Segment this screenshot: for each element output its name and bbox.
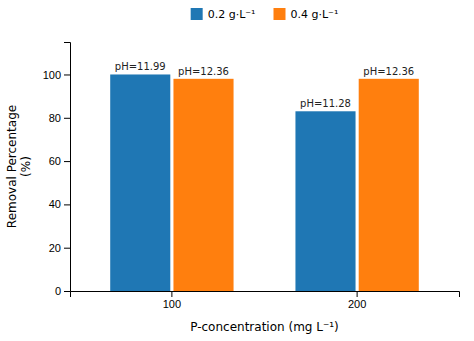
bar	[110, 74, 170, 291]
bar	[173, 79, 233, 291]
y-label-line: (%)	[19, 156, 33, 177]
bar	[295, 111, 355, 291]
legend-item: 0.4 g·L⁻¹	[274, 8, 339, 21]
legend: 0.2 g·L⁻¹ 0.4 g·L⁻¹	[191, 8, 339, 21]
tick-mark	[357, 291, 358, 297]
y-axis: 0 20 40 60 80 100	[43, 43, 71, 298]
bars	[110, 74, 419, 291]
tick-mark	[64, 204, 70, 205]
y-label: Removal Percentage(%)	[5, 105, 33, 228]
y-label-line: Removal Percentage	[5, 105, 19, 228]
tick-label: 80	[49, 112, 61, 124]
tick-mark	[64, 161, 70, 162]
tick: 100	[163, 291, 181, 310]
tick-label: 100	[163, 298, 181, 310]
annotation: pH=11.99	[115, 61, 166, 72]
tick: 200	[348, 291, 366, 310]
tick-label: 40	[49, 198, 61, 210]
tick-label: 200	[348, 298, 366, 310]
tick: 20	[49, 242, 70, 254]
tick: 0	[55, 285, 70, 297]
tick: 80	[49, 112, 70, 124]
tick: 60	[49, 155, 70, 167]
tick-mark	[64, 248, 70, 249]
tick: 100	[43, 68, 70, 80]
x-label: P-concentration (mg L⁻¹)	[190, 320, 339, 334]
tick-mark	[64, 291, 70, 292]
tick-label: 60	[49, 155, 61, 167]
legend-label: 0.4 g·L⁻¹	[291, 8, 339, 21]
tick-label: 20	[49, 242, 61, 254]
annotations: pH=11.99 pH=11.28 pH=12.36 pH=12.36	[115, 61, 414, 109]
bar	[359, 79, 419, 291]
axis-domain	[71, 292, 460, 298]
annotation: pH=12.36	[178, 66, 229, 77]
tick: 40	[49, 198, 70, 210]
tick-mark	[171, 291, 172, 297]
axis-domain	[64, 43, 71, 292]
tick-mark	[64, 74, 70, 75]
legend-swatch	[191, 8, 203, 20]
legend-swatch	[274, 8, 286, 20]
legend-label: 0.2 g·L⁻¹	[208, 8, 256, 21]
tick-mark	[64, 118, 70, 119]
annotation: pH=12.36	[363, 66, 414, 77]
plot: pH=11.99 pH=11.28 pH=12.36 pH=12.36 100 200 0 2…	[43, 43, 460, 310]
tick-label: 0	[55, 285, 61, 297]
annotation: pH=11.28	[300, 98, 351, 109]
legend-item: 0.2 g·L⁻¹	[191, 8, 256, 21]
chart: pH=11.99 pH=11.28 pH=12.36 pH=12.36 100 200 0 2…	[0, 0, 474, 341]
tick-label: 100	[43, 68, 61, 80]
x-axis: 100 200	[71, 291, 460, 310]
